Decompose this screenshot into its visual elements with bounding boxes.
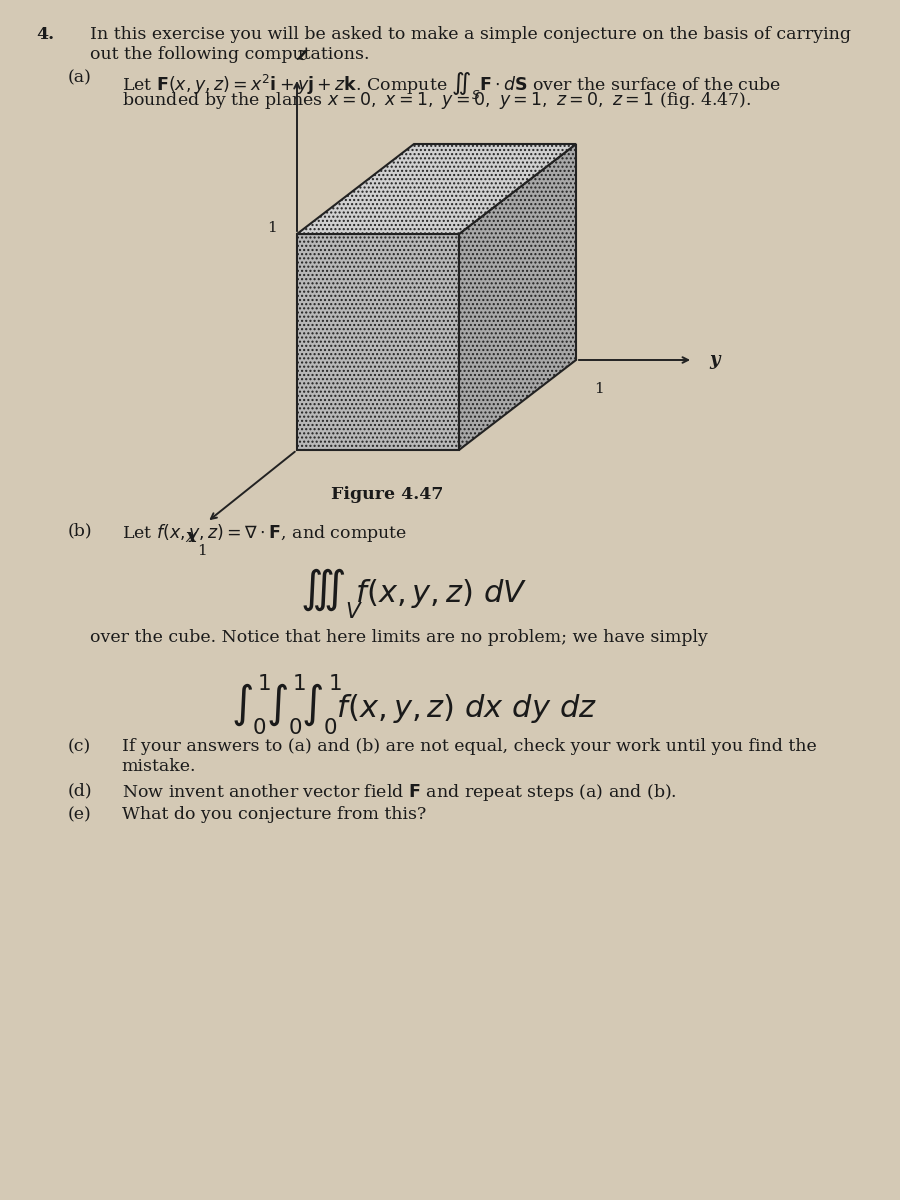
Text: In this exercise you will be asked to make a simple conjecture on the basis of c: In this exercise you will be asked to ma… <box>90 26 851 43</box>
Text: over the cube. Notice that here limits are no problem; we have simply: over the cube. Notice that here limits a… <box>90 629 708 646</box>
Text: mistake.: mistake. <box>122 758 196 775</box>
Text: (d): (d) <box>68 782 92 799</box>
Text: out the following computations.: out the following computations. <box>90 46 370 62</box>
Text: 1: 1 <box>594 382 603 396</box>
Text: What do you conjecture from this?: What do you conjecture from this? <box>122 806 426 823</box>
Text: (e): (e) <box>68 806 91 823</box>
Text: z: z <box>296 46 307 64</box>
Text: $\int_0^1\!\int_0^1\!\int_0^1\! f(x,y,z)\ dx\ dy\ dz$: $\int_0^1\!\int_0^1\!\int_0^1\! f(x,y,z)… <box>231 672 597 737</box>
Text: bounded by the planes $x = 0,\ x = 1,\ y = 0,\ y = 1,\ z = 0,\ z = 1$ (fig. 4.47: bounded by the planes $x = 0,\ x = 1,\ y… <box>122 90 752 110</box>
Text: (c): (c) <box>68 738 91 755</box>
Text: 1: 1 <box>267 221 277 235</box>
Text: (b): (b) <box>68 522 92 539</box>
Text: 4.: 4. <box>36 26 54 43</box>
Text: Let $f(x,y,z) = \nabla \cdot \mathbf{F}$, and compute: Let $f(x,y,z) = \nabla \cdot \mathbf{F}$… <box>122 522 407 544</box>
Polygon shape <box>297 144 576 234</box>
Text: (a): (a) <box>68 70 92 86</box>
Polygon shape <box>297 234 459 450</box>
Text: Let $\mathbf{F}(x,y,z) = x^2\mathbf{i} + y\mathbf{j} + z\mathbf{k}$. Compute $\i: Let $\mathbf{F}(x,y,z) = x^2\mathbf{i} +… <box>122 70 780 101</box>
Text: If your answers to (a) and (b) are not equal, check your work until you find the: If your answers to (a) and (b) are not e… <box>122 738 816 755</box>
Text: Figure 4.47: Figure 4.47 <box>331 486 443 503</box>
Text: Now invent another vector field $\mathbf{F}$ and repeat steps (a) and (b).: Now invent another vector field $\mathbf… <box>122 782 676 804</box>
Polygon shape <box>459 144 576 450</box>
Text: x: x <box>185 528 196 546</box>
Text: y: y <box>709 350 720 370</box>
Text: $\iiint_V\! f(x,y,z)\ dV$: $\iiint_V\! f(x,y,z)\ dV$ <box>301 566 527 622</box>
Text: 1: 1 <box>198 544 207 558</box>
